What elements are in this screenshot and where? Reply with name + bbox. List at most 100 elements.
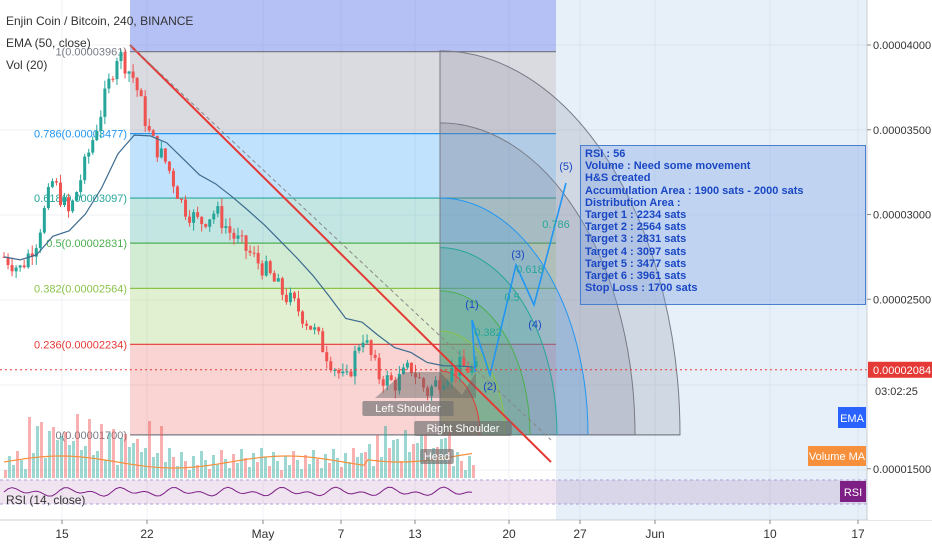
volume-bar [404,430,407,478]
volume-bar [416,443,419,478]
candle-body [18,265,22,268]
volume-bar [428,456,431,478]
volume-bar [160,426,163,478]
candle-body [260,263,264,276]
candle-body [10,265,14,272]
wave-label: (4) [528,319,541,331]
candle-body [357,347,361,351]
candle-body [256,252,260,264]
fib-band-0.382 [130,288,556,345]
candle-body [377,357,381,380]
candle-body [91,140,95,153]
volume-bar [344,453,347,478]
volume-bar [28,417,31,478]
candle-body [268,261,272,274]
volume-bar [400,461,403,478]
volume-bar [408,452,411,478]
volume-bar [16,451,19,478]
fib-label-0.786: 0.786(0.00003477) [34,129,127,141]
candle-body [175,186,179,199]
candle-body [135,77,139,91]
volume-legend[interactable]: Vol (20) [6,58,48,72]
candle-body [317,327,321,332]
candle-body [184,199,188,217]
y-tick-label: 0.00004000 [873,40,931,52]
volume-bar [272,452,275,478]
candle-body [397,373,401,391]
volume-bar [248,467,251,478]
volume-bar [40,422,43,478]
projection-path [471,182,567,378]
x-tick-label: 10 [763,527,777,541]
candle-body [83,156,87,181]
future-zone [556,0,867,520]
volume-bar [80,450,83,478]
volume-bar [384,426,387,478]
volume-bar [216,464,219,478]
volume-bar [368,444,371,478]
candle-body [385,375,389,386]
candle-body [155,135,159,158]
rsi-tag-bg [840,481,866,502]
volume-bar [4,470,7,478]
candle-body [204,224,208,227]
candle-body [180,198,184,200]
volume-bar [132,443,135,478]
rsi-legend[interactable]: RSI (14, close) [6,493,86,507]
volume-bar [376,435,379,478]
rsi-line [3,486,473,497]
note-line: Stop Loss : 1700 sats [585,282,698,295]
candle-body [123,52,127,74]
volume-bar [180,452,183,478]
candle-body [413,373,417,378]
candle-body [216,206,220,214]
candle-body [313,327,317,330]
volume-bar [124,434,127,478]
note-line: Target 5 : 3477 sats [585,257,687,270]
y-tick-label: 0.00003500 [873,125,931,137]
note-line: RSI : 56 [585,148,626,160]
x-tick-label: 22 [140,527,154,541]
x-tick-label: May [252,527,275,541]
candle-body [46,186,50,209]
candle-body [393,380,397,391]
candle-body [248,250,252,253]
candle-body [196,212,200,217]
wave-fib-label: 0.618 [516,264,544,276]
volume-bar [88,419,91,478]
note-line: Target 1 : 2234 sats [585,209,687,222]
chart-title: Enjin Coin / Bitcoin, 240, BINANCE [6,14,194,28]
current-price-label: 0.00002084 [873,365,931,377]
wave-fib-label: 0.786 [542,219,570,231]
price-tag-bg [868,361,932,378]
ema-legend[interactable]: EMA (50, close) [6,36,91,50]
volume-bar [288,465,291,478]
volume-bar [44,458,47,478]
volume-bar [148,421,151,478]
candle-body [329,361,333,371]
volume-bar [320,468,323,478]
volume-bar [348,462,351,478]
candle-body [119,52,123,62]
volume-bar [136,439,139,478]
candle-body [228,226,232,233]
analysis-note[interactable]: RSI : 56 Volume : Need some movement H&S c… [580,145,866,305]
candle-body [236,235,240,239]
candle-body [75,192,79,201]
volume-bar [364,452,367,478]
volume-bar [92,455,95,478]
candle-body [434,380,438,387]
volume-bar [236,463,239,478]
volume-bar [356,457,359,478]
candle-body [361,342,365,348]
candle-body [474,361,478,367]
ema-line [3,134,477,368]
volume-bar [168,448,171,478]
volume-bar [464,470,467,478]
candle-body [163,148,167,162]
volume-bar [300,469,303,478]
volume-bar [188,470,191,478]
x-tick-label: 7 [338,527,345,541]
volume-bar [60,436,63,478]
